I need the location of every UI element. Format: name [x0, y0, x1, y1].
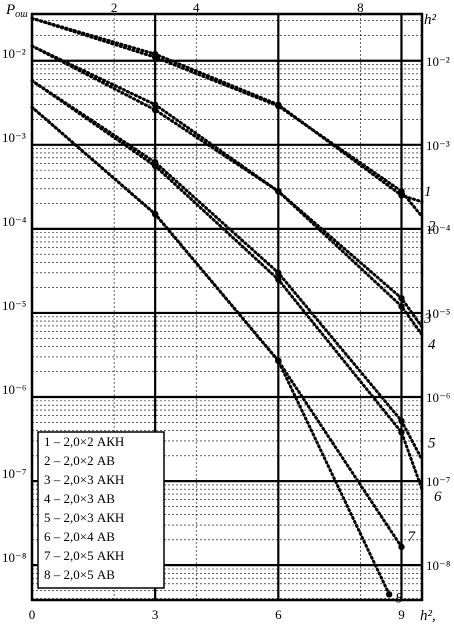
- y-tick-label-left: 10⁻⁸: [2, 550, 27, 565]
- x-axis-bottom-title: h²,: [420, 608, 436, 624]
- curve-label-1: 1: [424, 184, 432, 200]
- series-line-3: [30, 44, 424, 329]
- y-tick-label-left: 10⁻⁶: [2, 382, 26, 397]
- data-point-series-6: [275, 276, 282, 283]
- y-axis-title-subscript: ош: [15, 9, 28, 20]
- series-line-6: [30, 79, 424, 491]
- legend-entry-5: 5 – 2,0×3 АКН: [44, 510, 124, 525]
- y-tick-label-right: 10⁻⁸: [426, 558, 451, 573]
- x-tick-label-bottom: 3: [152, 607, 159, 622]
- data-point-series-2: [398, 188, 405, 195]
- legend-entry-6: 6 – 2,0×4 АВ: [44, 529, 115, 544]
- x-tick-label-top: 8: [357, 0, 364, 15]
- data-point-series-2: [151, 54, 159, 61]
- y-tick-label-right: 10⁻⁶: [426, 390, 450, 405]
- y-tick-label-left: 10⁻²: [2, 46, 26, 61]
- x-tick-label-top: 2: [111, 0, 118, 15]
- data-point-series-4: [151, 106, 159, 114]
- curve-label-3: 3: [423, 311, 432, 327]
- data-point-series-6: [151, 162, 159, 170]
- series-line-4: [30, 44, 424, 337]
- legend-entry-7: 7 – 2,0×5 АКН: [44, 548, 124, 563]
- data-point-series-4: [398, 303, 405, 310]
- data-point-series-2: [275, 102, 282, 110]
- x-tick-label-top: 4: [193, 0, 200, 15]
- legend-box: [37, 431, 165, 589]
- y-tick-label-right: 10⁻²: [426, 54, 450, 69]
- data-point-series-4: [275, 188, 282, 195]
- curve-label-5: 5: [428, 436, 436, 452]
- data-point-series-3: [151, 101, 159, 108]
- series-line-8: [30, 105, 391, 596]
- curve-label-7: 7: [407, 529, 416, 545]
- series-line-2: [30, 16, 424, 219]
- series-line-1: [30, 16, 424, 204]
- x-axis-top-title-text: h²: [424, 12, 437, 28]
- x-axis-top-title: h²: [424, 12, 437, 28]
- y-axis-title: Pош: [5, 2, 28, 20]
- data-point-series-6: [398, 429, 405, 436]
- data-point-series-8: [151, 210, 159, 218]
- legend-entry-1: 1 – 2,0×2 АКН: [44, 434, 124, 449]
- x-tick-label-bottom: 9: [398, 607, 405, 622]
- curve-label-4: 4: [428, 337, 436, 353]
- y-tick-label-right: 10⁻³: [426, 138, 450, 153]
- x-tick-label-bottom: 6: [275, 607, 282, 622]
- legend-entry-2: 2 – 2,0×2 АВ: [44, 453, 115, 468]
- data-point-series-7: [398, 543, 405, 551]
- y-tick-label-left: 10⁻⁷: [2, 466, 26, 481]
- data-point-series-8: [275, 357, 282, 364]
- curve-label-8: 8: [395, 590, 403, 606]
- y-tick-label-left: 10⁻⁴: [2, 214, 27, 229]
- y-tick-label-left: 10⁻³: [2, 130, 26, 145]
- legend-entry-8: 8 – 2,0×5 АВ: [44, 567, 115, 582]
- data-point-series-5: [275, 269, 282, 277]
- legend: 1 – 2,0×2 АКН 2 – 2,0×2 АВ 3 – 2,0×3 АКН…: [37, 431, 165, 589]
- y-tick-label-right: 10⁻⁵: [426, 306, 450, 321]
- x-tick-label-bottom: 0: [29, 607, 36, 622]
- curve-labels: 1 2 3 4 5 6 7 8: [395, 184, 442, 606]
- legend-entry-4: 4 – 2,0×3 АВ: [44, 491, 115, 506]
- y-tick-label-left: 10⁻⁵: [2, 298, 26, 313]
- data-point-series-5: [398, 417, 405, 425]
- y-tick-label-right: 10⁻⁷: [426, 474, 450, 489]
- plot-frame: [30, 12, 424, 602]
- curve-label-6: 6: [434, 489, 442, 505]
- legend-entry-3: 3 – 2,0×3 АКН: [44, 472, 124, 487]
- series-group: [30, 16, 424, 598]
- y-tick-label-right: 10⁻⁴: [426, 222, 451, 237]
- data-point-series-3: [398, 294, 405, 302]
- data-point-series-8: [385, 591, 393, 598]
- x-axis-bottom-title-text: h²,: [420, 608, 436, 624]
- curve-label-2: 2: [428, 219, 436, 235]
